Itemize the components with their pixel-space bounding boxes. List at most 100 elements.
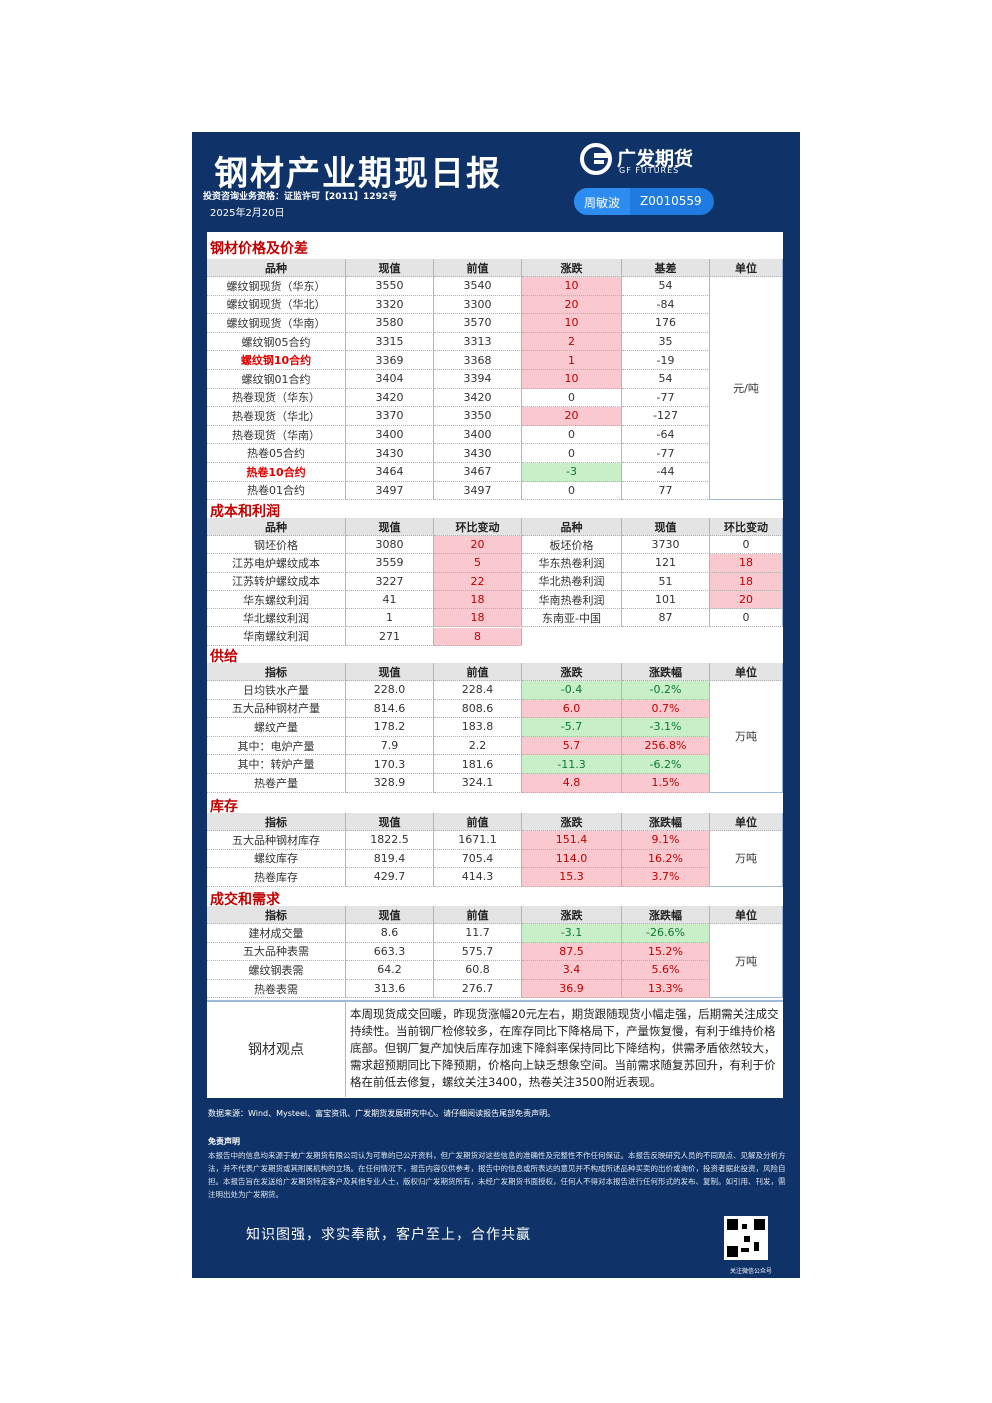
table-cell: -84 xyxy=(622,295,710,315)
table-cell: 328.9 xyxy=(346,774,434,793)
table-cell: 35 xyxy=(622,332,710,352)
table-cell: 313.6 xyxy=(346,979,434,999)
row-label: 江苏转炉螺纹成本 xyxy=(207,572,346,591)
table-cell: 3540 xyxy=(434,277,522,296)
table-cell: 10 xyxy=(522,314,622,333)
column-header: 单位 xyxy=(710,906,783,924)
row-label: 华北螺纹利润 xyxy=(207,609,346,628)
section-title: 成交和需求 xyxy=(210,892,280,908)
column-header: 单位 xyxy=(710,663,783,681)
table-cell: -26.6% xyxy=(622,924,710,943)
row-label: 热卷10合约 xyxy=(207,463,346,482)
row-label: 东南亚-中国 xyxy=(522,609,622,628)
row-label: 螺纹钢表需 xyxy=(207,961,346,980)
column-header: 涨跌幅 xyxy=(622,906,710,924)
viewpoint-label: 钢材观点 xyxy=(207,1000,346,1097)
table-cell: 3227 xyxy=(346,572,434,591)
table-cell: -19 xyxy=(622,351,710,370)
row-label: 热卷表需 xyxy=(207,979,346,999)
table-cell: -6.2% xyxy=(622,755,710,774)
table-cell: 54 xyxy=(622,370,710,389)
analyst-badge-left xyxy=(574,188,630,215)
logo-text: 广发期货 xyxy=(617,148,694,170)
table-cell: 3.4 xyxy=(522,961,622,980)
table-cell: 18 xyxy=(710,554,783,573)
table-cell: 181.6 xyxy=(434,755,522,774)
table-cell: 271 xyxy=(346,627,434,646)
table-cell: 1 xyxy=(346,609,434,628)
table-cell: 15.3 xyxy=(522,868,622,887)
table-cell: 6.0 xyxy=(522,699,622,719)
table-cell: 3430 xyxy=(346,444,434,463)
table-cell: 0 xyxy=(522,425,622,445)
column-header: 涨跌幅 xyxy=(622,663,710,681)
table-cell: -0.4 xyxy=(522,681,622,700)
column-header: 现值 xyxy=(346,259,434,277)
qr-code xyxy=(724,1216,768,1260)
column-header: 现值 xyxy=(622,518,710,536)
table-cell: 10 xyxy=(522,277,622,296)
row-label: 螺纹钢现货（华东） xyxy=(207,277,346,296)
table-cell: 3550 xyxy=(346,277,434,296)
table-cell: 54 xyxy=(622,277,710,296)
row-label: 螺纹库存 xyxy=(207,849,346,869)
table-cell: 87.5 xyxy=(522,942,622,962)
row-label: 华东热卷利润 xyxy=(522,554,622,573)
table-cell: 64.2 xyxy=(346,961,434,980)
logo-en: GF FUTURES xyxy=(619,166,680,175)
table-cell: -11.3 xyxy=(522,755,622,774)
table-cell: -0.2% xyxy=(622,681,710,700)
table-cell: 8.6 xyxy=(346,924,434,943)
column-header: 前值 xyxy=(434,906,522,924)
table-cell: -5.7 xyxy=(522,718,622,737)
table-cell: 9.1% xyxy=(622,831,710,850)
table-cell: 1671.1 xyxy=(434,831,522,850)
table-cell: -64 xyxy=(622,425,710,445)
row-label: 华南螺纹利润 xyxy=(207,627,346,646)
column-header: 前值 xyxy=(434,813,522,831)
table-cell: 1 xyxy=(522,351,622,370)
unit-cell: 万吨 xyxy=(710,831,783,887)
slogan: 知识图强，求实奉献，客户至上，合作共赢 xyxy=(246,1227,531,1243)
row-label: 热卷现货（华北） xyxy=(207,407,346,426)
table-cell: 18 xyxy=(710,572,783,591)
table-cell: 5.6% xyxy=(622,961,710,980)
table-cell: 705.4 xyxy=(434,849,522,869)
table-cell: 276.7 xyxy=(434,979,522,999)
column-header: 品种 xyxy=(522,518,622,536)
row-label: 华东螺纹利润 xyxy=(207,590,346,610)
table-cell: 3394 xyxy=(434,370,522,389)
section-title: 库存 xyxy=(210,799,238,815)
report-title: 钢材产业期现日报 xyxy=(214,154,502,194)
column-header: 涨跌 xyxy=(522,813,622,831)
table-cell: 8 xyxy=(434,627,522,646)
table-cell: 20 xyxy=(522,295,622,315)
table-cell: 170.3 xyxy=(346,755,434,774)
column-header: 品种 xyxy=(207,518,346,536)
table-cell: 114.0 xyxy=(522,849,622,869)
table-cell: 3.7% xyxy=(622,868,710,887)
row-label: 螺纹钢05合约 xyxy=(207,332,346,352)
table-cell: 13.3% xyxy=(622,979,710,999)
column-header: 单位 xyxy=(710,259,783,277)
table-cell: 20 xyxy=(522,407,622,426)
disclaimer: 本报告中的信息均来源于被广发期货有限公司认为可靠的已公开资料，但广发期货对这些信… xyxy=(208,1151,786,1199)
unit-cell: 万吨 xyxy=(710,924,783,999)
table-cell: 22 xyxy=(434,572,522,591)
table-cell: 60.8 xyxy=(434,961,522,980)
column-header: 前值 xyxy=(434,259,522,277)
row-label: 螺纹钢现货（华北） xyxy=(207,295,346,315)
table-cell: 3430 xyxy=(434,444,522,463)
table-cell: 77 xyxy=(622,481,710,501)
table-cell: -77 xyxy=(622,388,710,408)
section-title: 成本和利润 xyxy=(210,504,280,520)
table-cell: 3420 xyxy=(434,388,522,408)
qr-caption: 关注微信公众号 xyxy=(730,1268,773,1275)
row-label: 螺纹钢10合约 xyxy=(207,351,346,370)
table-cell: 575.7 xyxy=(434,942,522,962)
table-cell: 3400 xyxy=(434,425,522,445)
column-header: 涨跌 xyxy=(522,663,622,681)
table-cell: 18 xyxy=(434,609,522,628)
table-cell: 5 xyxy=(434,554,522,573)
